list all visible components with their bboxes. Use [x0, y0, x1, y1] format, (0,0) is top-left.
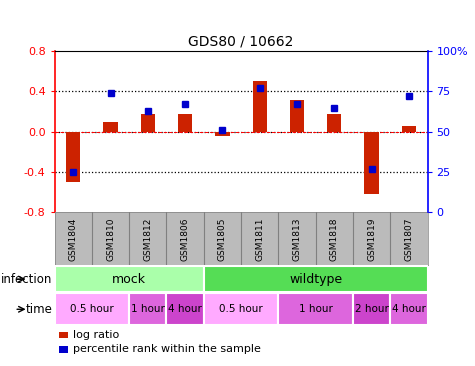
Text: GSM1811: GSM1811 — [255, 217, 264, 261]
Bar — [253, 81, 267, 132]
Text: 0.5 hour: 0.5 hour — [70, 304, 114, 314]
Text: GSM1810: GSM1810 — [106, 217, 115, 261]
Text: GSM1805: GSM1805 — [218, 217, 227, 261]
Text: GSM1818: GSM1818 — [330, 217, 339, 261]
Bar — [167, 294, 204, 325]
Bar — [55, 266, 204, 292]
Bar — [141, 113, 155, 132]
Bar — [402, 126, 416, 132]
Text: 4 hour: 4 hour — [168, 304, 202, 314]
Text: infection: infection — [1, 273, 52, 285]
Text: GSM1819: GSM1819 — [367, 217, 376, 261]
Bar — [278, 294, 353, 325]
Bar — [390, 294, 428, 325]
Bar — [353, 294, 390, 325]
Text: log ratio: log ratio — [73, 330, 119, 340]
Bar — [55, 294, 129, 325]
Bar — [327, 113, 342, 132]
Text: wildtype: wildtype — [289, 273, 342, 285]
Bar — [104, 122, 118, 132]
Bar — [364, 132, 379, 194]
Text: mock: mock — [112, 273, 146, 285]
Bar — [204, 294, 278, 325]
Text: GSM1807: GSM1807 — [404, 217, 413, 261]
Text: percentile rank within the sample: percentile rank within the sample — [73, 344, 261, 354]
Text: GSM1813: GSM1813 — [293, 217, 302, 261]
Text: GSM1804: GSM1804 — [69, 217, 78, 261]
Text: GSM1806: GSM1806 — [180, 217, 190, 261]
Bar — [204, 266, 428, 292]
Title: GDS80 / 10662: GDS80 / 10662 — [189, 35, 294, 49]
Text: 4 hour: 4 hour — [392, 304, 426, 314]
Bar — [66, 132, 80, 182]
Bar — [129, 294, 166, 325]
Text: time: time — [25, 303, 52, 316]
Bar — [290, 100, 304, 132]
Text: 0.5 hour: 0.5 hour — [219, 304, 263, 314]
Bar — [215, 132, 229, 136]
Text: 1 hour: 1 hour — [299, 304, 332, 314]
Bar — [178, 113, 192, 132]
Text: 2 hour: 2 hour — [355, 304, 389, 314]
Text: GSM1812: GSM1812 — [143, 217, 152, 261]
Text: 1 hour: 1 hour — [131, 304, 165, 314]
